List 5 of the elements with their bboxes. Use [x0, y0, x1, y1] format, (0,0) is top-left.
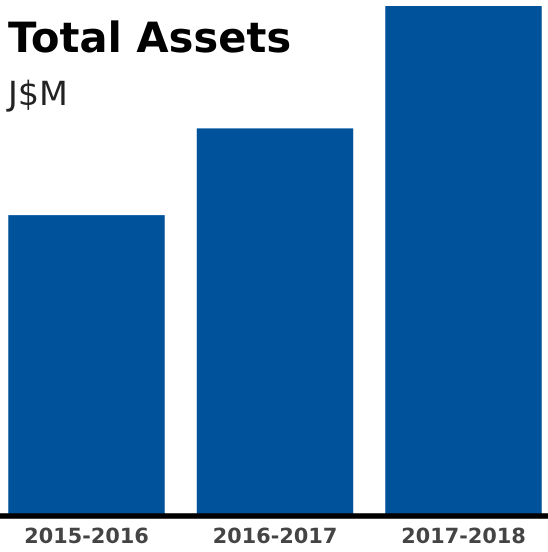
chart-title: Total Assets [8, 20, 290, 53]
x-tick-label: 2017-2018 [402, 527, 525, 544]
text: J$M [6, 80, 65, 112]
x-tick-label: 2016-2017 [214, 527, 336, 544]
x-tick-label: 2015-2016 [26, 527, 148, 544]
